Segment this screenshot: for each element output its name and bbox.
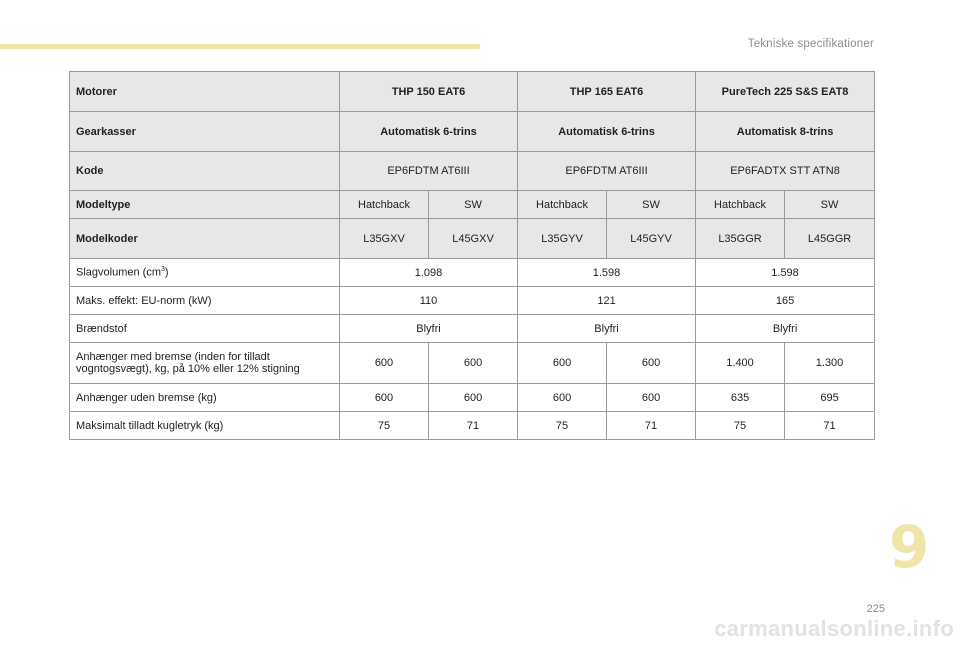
trailer-braked-cell: 600 (339, 342, 429, 384)
code-cell: EP6FADTX STT ATN8 (695, 151, 876, 191)
trailer-braked-cell: 600 (517, 342, 608, 384)
power-cell: 121 (517, 286, 697, 315)
trailer-unbraked-row: Anhænger uden bremse (kg) 600 600 600 60… (69, 383, 876, 412)
power-row-label: Maks. effekt: EU-norm (kW) (69, 286, 340, 315)
fuel-cell: Blyfri (517, 314, 697, 343)
gearbox-row: Gearkasser Automatisk 6-trins Automatisk… (69, 111, 876, 152)
specifications-table: Motorer THP 150 EAT6 THP 165 EAT6 PureTe… (69, 71, 876, 440)
towball-cell: 71 (427, 411, 519, 440)
towball-row: Maksimalt tilladt kugletryk (kg) 75 71 7… (69, 411, 876, 440)
gearbox-cell: Automatisk 6-trins (338, 111, 519, 152)
trailer-unbraked-cell: 635 (695, 383, 786, 412)
trailer-unbraked-cell: 600 (517, 383, 608, 412)
power-cell: 165 (695, 286, 876, 315)
towball-row-label: Maksimalt tilladt kugletryk (kg) (69, 411, 340, 440)
fuel-cell: Blyfri (338, 314, 519, 343)
displacement-cell: 1.598 (695, 258, 876, 287)
displacement-row-label: Slagvolumen (cm3) (69, 258, 340, 287)
displacement-label-suffix: ) (164, 266, 169, 279)
displacement-cell: 1.598 (517, 258, 697, 287)
gearbox-row-label: Gearkasser (69, 111, 340, 152)
trailer-braked-label-line2: vogntogsvægt), kg, på 10% eller 12% stig… (76, 363, 300, 375)
trailer-unbraked-cell: 695 (784, 383, 876, 412)
model-type-cell: Hatchback (517, 190, 608, 219)
model-code-cell: L35GXV (339, 218, 429, 259)
model-code-cell: L45GXV (427, 218, 519, 259)
towball-cell: 71 (606, 411, 697, 440)
model-type-cell: SW (784, 190, 876, 219)
gearbox-cell: Automatisk 8-trins (695, 111, 876, 152)
trailer-unbraked-cell: 600 (606, 383, 697, 412)
towball-cell: 75 (695, 411, 786, 440)
displacement-row: Slagvolumen (cm3) 1.098 1.598 1.598 (69, 258, 876, 287)
section-title: Tekniske specifikationer (747, 38, 874, 50)
trailer-unbraked-cell: 600 (427, 383, 519, 412)
towball-cell: 75 (339, 411, 429, 440)
engine-row: Motorer THP 150 EAT6 THP 165 EAT6 PureTe… (69, 71, 876, 112)
code-row: Kode EP6FDTM AT6III EP6FDTM AT6III EP6FA… (69, 151, 876, 191)
engine-name: THP 165 EAT6 (517, 71, 697, 112)
code-cell: EP6FDTM AT6III (517, 151, 697, 191)
power-cell: 110 (338, 286, 519, 315)
model-type-row-label: Modeltype (69, 190, 340, 219)
model-type-cell: SW (427, 190, 519, 219)
engine-name: THP 150 EAT6 (338, 71, 519, 112)
model-code-cell: L35GGR (695, 218, 786, 259)
displacement-label-text: Slagvolumen (cm (76, 266, 161, 279)
model-code-cell: L45GGR (784, 218, 876, 259)
header-accent-bar (0, 44, 480, 49)
model-code-row-label: Modelkoder (69, 218, 340, 259)
model-type-cell: Hatchback (339, 190, 429, 219)
trailer-braked-row-label: Anhænger med bremse (inden for tilladt vo… (69, 342, 340, 384)
model-type-cell: SW (606, 190, 697, 219)
watermark: carmanualsonline.info (714, 616, 954, 641)
trailer-unbraked-row-label: Anhænger uden bremse (kg) (69, 383, 340, 412)
fuel-row: Brændstof Blyfri Blyfri Blyfri (69, 314, 876, 343)
trailer-braked-row: Anhænger med bremse (inden for tilladt vo… (69, 342, 876, 384)
engine-name: PureTech 225 S&S EAT8 (695, 71, 876, 112)
fuel-cell: Blyfri (695, 314, 876, 343)
engine-row-label: Motorer (69, 71, 340, 112)
fuel-row-label: Brændstof (69, 314, 340, 343)
trailer-unbraked-cell: 600 (339, 383, 429, 412)
displacement-label-superscript: 3 (160, 266, 165, 274)
model-type-row: Modeltype Hatchback SW Hatchback SW Hatc… (69, 190, 876, 219)
model-code-row: Modelkoder L35GXV L45GXV L35GYV L45GYV L… (69, 218, 876, 259)
chapter-number: 9 (889, 513, 930, 581)
gearbox-cell: Automatisk 6-trins (517, 111, 697, 152)
model-code-cell: L45GYV (606, 218, 697, 259)
displacement-cell: 1.098 (338, 258, 519, 287)
towball-cell: 71 (784, 411, 876, 440)
model-type-cell: Hatchback (695, 190, 786, 219)
trailer-braked-cell: 600 (606, 342, 697, 384)
code-cell: EP6FDTM AT6III (338, 151, 519, 191)
model-code-cell: L35GYV (517, 218, 608, 259)
power-row: Maks. effekt: EU-norm (kW) 110 121 165 (69, 286, 876, 315)
towball-cell: 75 (517, 411, 608, 440)
trailer-braked-cell: 600 (427, 342, 519, 384)
page-number: 225 (866, 603, 885, 615)
trailer-braked-cell: 1.300 (784, 342, 876, 384)
trailer-braked-cell: 1.400 (695, 342, 786, 384)
trailer-braked-label-line1: Anhænger med bremse (inden for tilladt (76, 351, 270, 363)
code-row-label: Kode (69, 151, 340, 191)
